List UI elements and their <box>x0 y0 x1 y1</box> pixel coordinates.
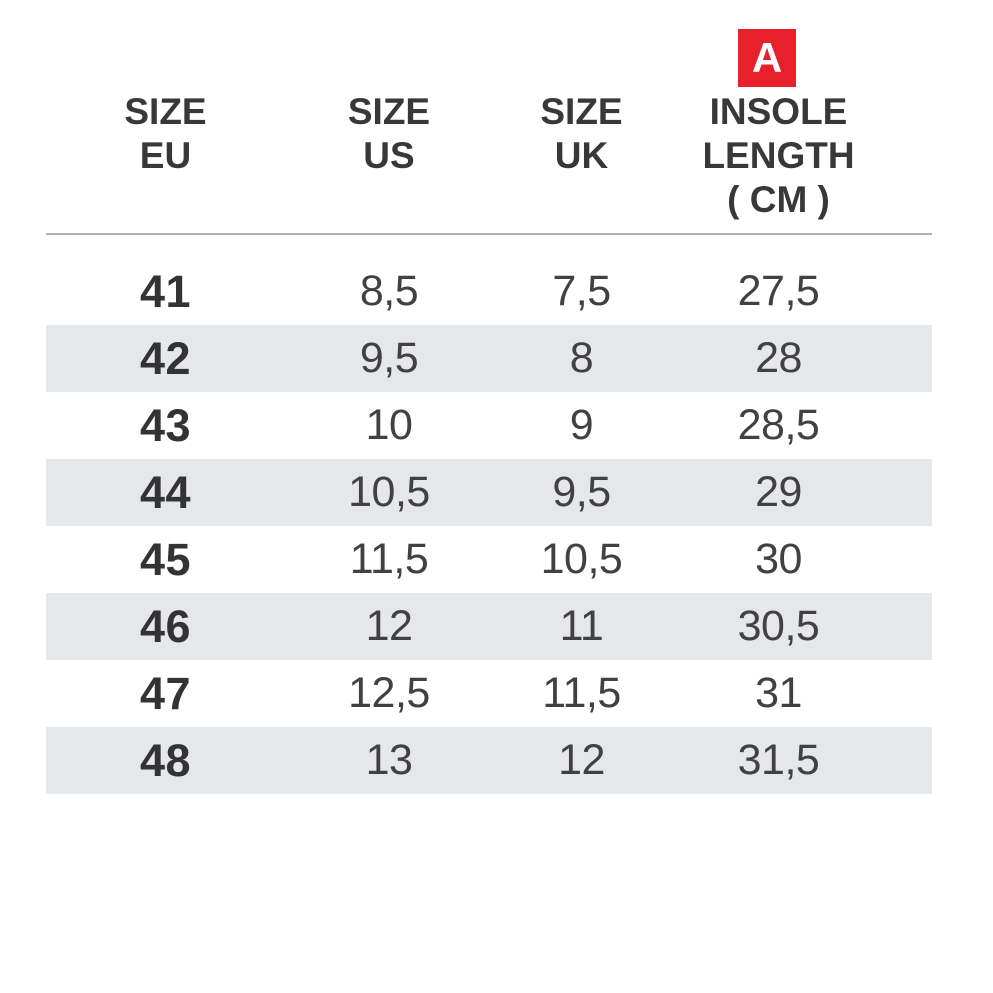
column-header-size-eu: SIZE EU <box>46 90 285 222</box>
header-line: SIZE <box>124 91 207 132</box>
header-line: LENGTH <box>702 135 855 176</box>
column-header-insole-length: INSOLE LENGTH ( CM ) <box>670 90 932 222</box>
cell-insole-length: 30,5 <box>737 602 820 650</box>
cell-size-us: 10 <box>365 401 413 449</box>
cell-size-us: 11,5 <box>349 535 429 583</box>
header-line: SIZE <box>347 91 431 132</box>
table-header: SIZE EU SIZE US SIZE UK INSOLE LENGTH ( … <box>46 90 932 222</box>
table-row: 43 10 9 28,5 <box>46 392 932 459</box>
table-row: 47 12,5 11,5 31 <box>46 660 932 727</box>
cell-insole-length: 31 <box>755 669 802 717</box>
cell-insole-length: 30 <box>755 535 802 583</box>
cell-size-uk: 9,5 <box>552 468 611 516</box>
header-line: SIZE <box>540 91 623 132</box>
cell-insole-length: 31,5 <box>737 736 820 784</box>
cell-insole-length: 28,5 <box>737 401 820 449</box>
cell-size-us: 9,5 <box>359 334 419 382</box>
header-line: INSOLE <box>709 91 848 132</box>
table-row: 45 11,5 10,5 30 <box>46 526 932 593</box>
table-body: 41 8,5 7,5 27,5 42 9,5 8 28 43 10 9 28,5… <box>46 258 932 794</box>
cell-insole-length: 29 <box>755 468 802 516</box>
cell-insole-length: 28 <box>755 334 802 382</box>
header-divider <box>46 233 932 235</box>
header-line: ( CM ) <box>727 179 830 220</box>
header-line: US <box>363 135 415 176</box>
cell-insole-length: 27,5 <box>737 267 820 315</box>
cell-size-eu: 48 <box>139 735 192 786</box>
header-line: EU <box>139 135 192 176</box>
cell-size-uk: 9 <box>569 401 594 449</box>
column-header-size-us: SIZE US <box>285 90 493 222</box>
table-row: 42 9,5 8 28 <box>46 325 932 392</box>
cell-size-eu: 46 <box>139 601 192 652</box>
cell-size-eu: 42 <box>139 333 192 384</box>
cell-size-eu: 41 <box>139 266 192 317</box>
insole-length-marker-badge: A <box>738 29 796 87</box>
table-row: 46 12 11 30,5 <box>46 593 932 660</box>
cell-size-eu: 47 <box>139 668 192 719</box>
cell-size-us: 12 <box>365 602 413 650</box>
cell-size-eu: 43 <box>139 400 192 451</box>
cell-size-uk: 7,5 <box>552 267 611 315</box>
cell-size-us: 13 <box>365 736 413 784</box>
cell-size-eu: 44 <box>139 467 192 518</box>
cell-size-uk: 12 <box>558 736 605 784</box>
table-row: 48 13 12 31,5 <box>46 727 932 794</box>
cell-size-us: 10,5 <box>348 468 430 516</box>
cell-size-uk: 10,5 <box>540 535 623 583</box>
column-header-size-uk: SIZE UK <box>493 90 670 222</box>
cell-size-uk: 11,5 <box>542 669 621 717</box>
cell-size-us: 8,5 <box>359 267 419 315</box>
cell-size-us: 12,5 <box>348 669 430 717</box>
table-row: 41 8,5 7,5 27,5 <box>46 258 932 325</box>
cell-size-eu: 45 <box>139 534 192 585</box>
table-row: 44 10,5 9,5 29 <box>46 459 932 526</box>
header-line: UK <box>554 135 609 176</box>
cell-size-uk: 8 <box>569 334 594 382</box>
cell-size-uk: 11 <box>559 602 604 650</box>
